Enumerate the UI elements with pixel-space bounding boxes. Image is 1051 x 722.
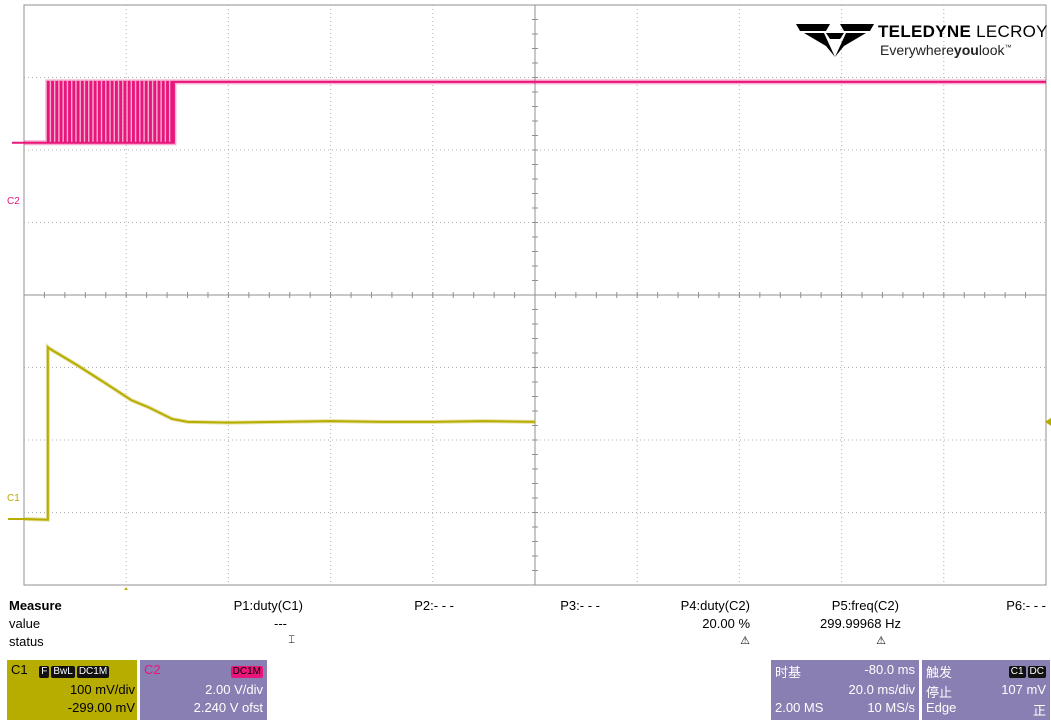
c2-coupling-chip: DC1M	[230, 666, 263, 678]
brand-name-light: LECROY	[971, 22, 1048, 41]
waveform-c2-trace	[24, 80, 1046, 144]
timebase-tdiv: 20.0 ms/div	[848, 682, 915, 697]
brand-tm: ™	[1004, 44, 1012, 52]
measure-panel: Measure value status P1:duty(C1) --- ⌶ P…	[0, 596, 1051, 658]
waveform-c2	[24, 79, 1046, 146]
graticule-grid	[23, 4, 1047, 586]
timebase-samples: 2.00 MS	[775, 700, 824, 715]
teledyne-logo-icon	[796, 24, 874, 57]
c1-descriptor-box[interactable]: C1 F BwL DC1M 100 mV/div -299.00 mV	[7, 660, 137, 720]
param-p4-value: 20.00 %	[702, 616, 750, 631]
brand-name-bold: TELEDYNE	[878, 22, 972, 41]
measure-row-status: status	[9, 634, 44, 649]
c2-offset: 2.240 V ofst	[193, 700, 263, 715]
trigger-state: 停止	[926, 685, 953, 700]
param-p1-header[interactable]: P1:duty(C1)	[233, 598, 303, 613]
c1-coupling-chip: DC1M	[76, 666, 110, 678]
trigger-level-marker	[1045, 417, 1051, 426]
param-p1-status-icon: ⌶	[288, 634, 295, 646]
trigger-slope: 正	[1032, 703, 1046, 718]
param-p4-warning-icon: ⚠	[740, 635, 750, 647]
trigger-position-marker[interactable]	[121, 587, 131, 590]
measure-row-value: value	[9, 616, 41, 631]
c2-label: C2	[144, 662, 161, 677]
measure-title[interactable]: Measure	[9, 598, 62, 613]
param-p3-header[interactable]: P3:- - -	[560, 598, 600, 613]
trigger-level: 107 mV	[1001, 682, 1046, 697]
param-p5-warning-icon: ⚠	[876, 635, 886, 647]
timebase-rate: 10 MS/s	[867, 700, 915, 715]
trigger-label: 触发	[926, 665, 953, 680]
brand-tagline-a: Everywhere	[880, 42, 954, 58]
trigger-type: Edge	[926, 700, 957, 715]
channel-marker-c1[interactable]: C1	[7, 493, 20, 504]
timebase-label: 时基	[775, 665, 802, 680]
waveform-c1	[23, 342, 536, 522]
c1-filter-chip: F	[39, 666, 50, 678]
channel-markers: C2 C1	[7, 141, 1051, 590]
param-p5-header[interactable]: P5:freq(C2)	[831, 598, 899, 613]
param-p6-header[interactable]: P6:- - -	[1006, 598, 1046, 613]
waveform-c1-trace	[23, 345, 536, 521]
trigger-coupling-chip: DC	[1027, 666, 1046, 678]
teledyne-lecroy-logo: TELEDYNE LECROY Everywhereyoulook™	[796, 20, 1048, 70]
timebase-delay: -80.0 ms	[864, 662, 915, 677]
param-p4-header[interactable]: P4:duty(C2)	[680, 598, 750, 613]
c1-label: C1	[11, 662, 28, 677]
c1-vdiv: 100 mV/div	[69, 682, 135, 697]
c1-offset: -299.00 mV	[67, 700, 135, 715]
timebase-box[interactable]: 时基 -80.0 ms 20.0 ms/div 2.00 MS 10 MS/s	[771, 660, 919, 720]
c2-vdiv: 2.00 V/div	[205, 682, 263, 697]
param-p5-value: 299.99968 Hz	[820, 616, 901, 631]
channel-marker-c2[interactable]: C2	[7, 196, 20, 207]
waveform-c1-noise-band	[23, 342, 536, 522]
brand-tagline-c: look	[978, 42, 1005, 58]
c2-descriptor-box[interactable]: C2 DC1M 2.00 V/div 2.240 V ofst	[140, 660, 267, 720]
param-p2-header[interactable]: P2:- - -	[414, 598, 454, 613]
trigger-box[interactable]: 触发 C1 DC 停止 107 mV Edge 正	[922, 660, 1050, 720]
brand-tagline-b: you	[953, 42, 979, 58]
param-p1-value: ---	[274, 616, 287, 631]
c1-bwl-chip: BwL	[51, 666, 75, 678]
waveform-display[interactable]: C2 C1	[0, 0, 1051, 590]
trigger-source-chip: C1	[1008, 666, 1026, 678]
